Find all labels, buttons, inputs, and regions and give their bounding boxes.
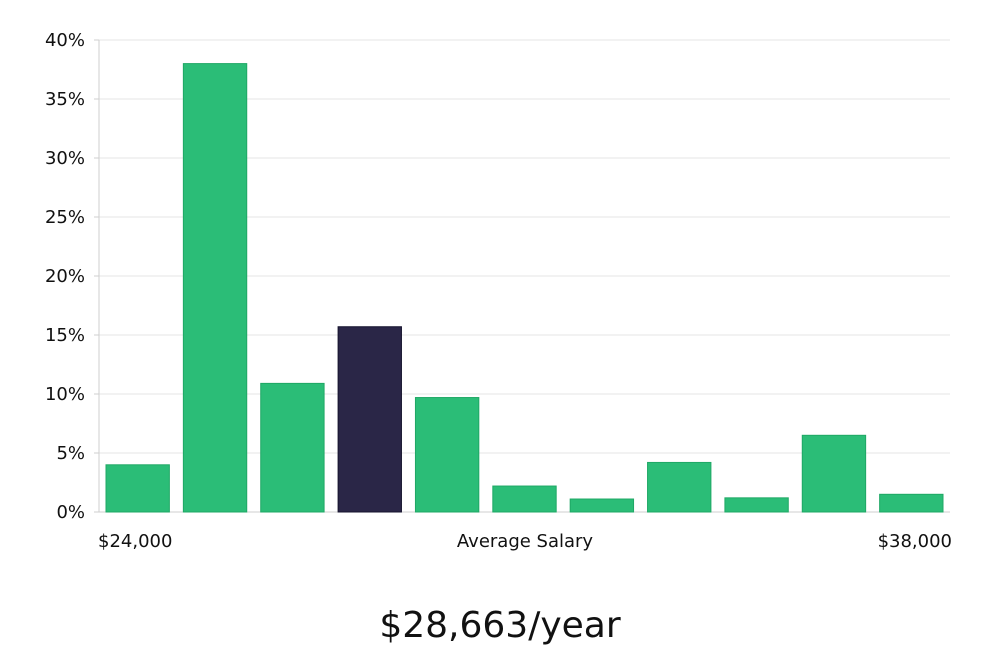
bar [105, 464, 170, 513]
y-tick-label: 25% [45, 207, 85, 228]
salary-histogram: 0% 5% 10% 15% 20% 25% 30% 35% 40% $24,000 Averag… [45, 30, 952, 552]
x-end-label: $38,000 [878, 531, 952, 552]
bar [724, 497, 789, 513]
y-tick-label: 20% [45, 266, 85, 287]
bar [879, 493, 944, 513]
bar [801, 434, 867, 513]
bars [105, 63, 944, 513]
average-salary-headline: $28,663/year [379, 605, 621, 646]
y-tick-label: 0% [56, 502, 85, 523]
bar [182, 63, 248, 513]
bar [569, 498, 635, 513]
y-tick-label: 35% [45, 89, 85, 110]
bar [647, 461, 712, 513]
y-tick-label: 40% [45, 30, 85, 51]
y-tick-label: 10% [45, 384, 85, 405]
bar [492, 485, 557, 513]
x-axis-title: Average Salary [457, 531, 594, 552]
y-axis-ticks: 0% 5% 10% 15% 20% 25% 30% 35% 40% [45, 30, 99, 523]
y-tick-label: 5% [56, 443, 85, 464]
y-tick-label: 15% [45, 325, 85, 346]
bar [414, 397, 480, 513]
bar-highlighted [337, 326, 402, 513]
y-tick-label: 30% [45, 148, 85, 169]
bar [260, 382, 325, 513]
x-start-label: $24,000 [98, 531, 172, 552]
